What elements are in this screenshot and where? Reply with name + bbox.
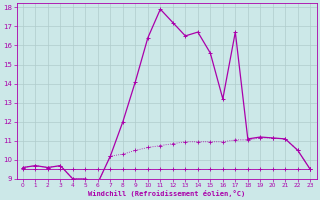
- X-axis label: Windchill (Refroidissement éolien,°C): Windchill (Refroidissement éolien,°C): [88, 190, 245, 197]
